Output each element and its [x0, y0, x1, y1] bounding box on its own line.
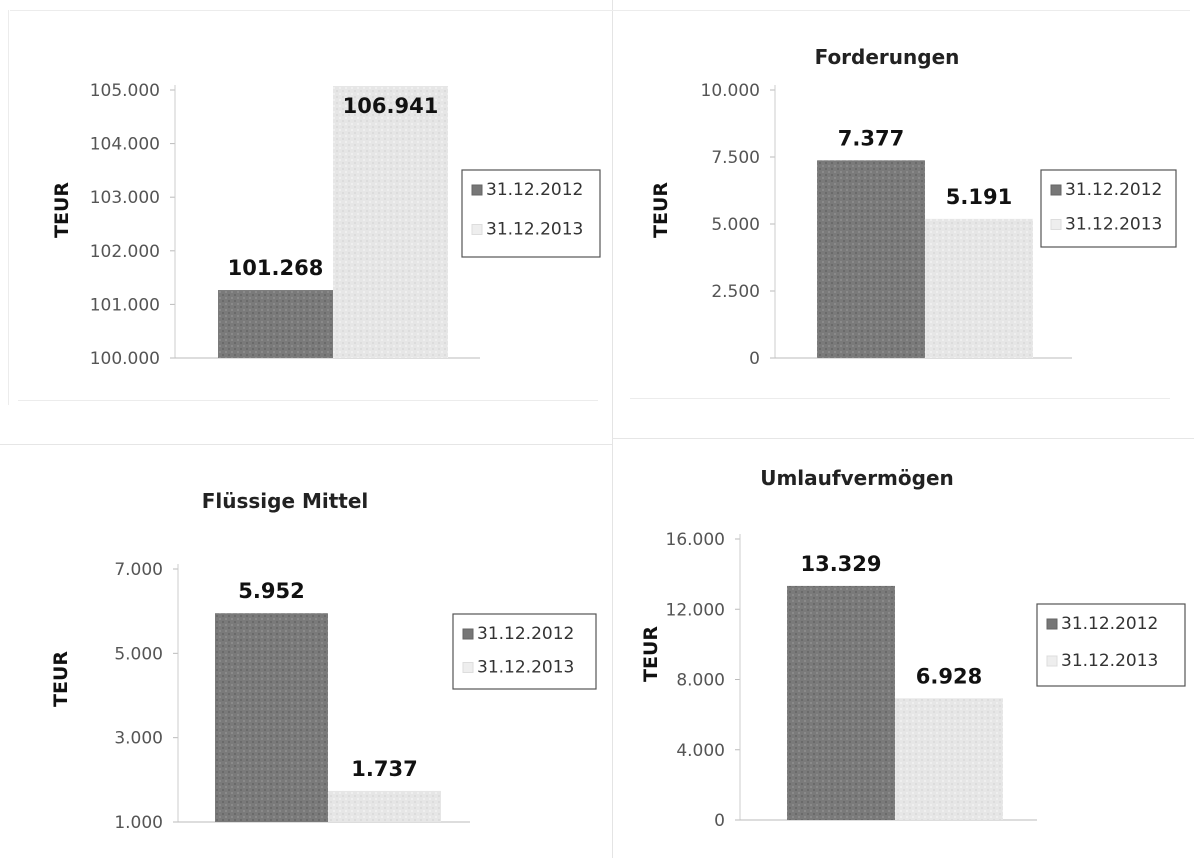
bar-31-12-2012 — [817, 160, 925, 358]
legend-swatch — [471, 224, 483, 235]
y-tick-label: 0 — [749, 349, 760, 369]
y-tick-label: 101.000 — [90, 295, 160, 315]
data-label: 13.329 — [800, 552, 881, 576]
panel-separator-horizontal-left — [0, 444, 612, 445]
y-tick-label: 0 — [714, 811, 725, 831]
legend-label: 31.12.2012 — [1065, 180, 1162, 200]
y-tick-label: 16.000 — [666, 530, 725, 550]
y-tick-label: 8.000 — [676, 671, 725, 691]
chart-title: Flüssige Mittel — [202, 489, 369, 513]
bar-31-12-2012 — [215, 613, 328, 822]
legend-label: 31.12.2013 — [477, 658, 574, 678]
bar-31-12-2013 — [895, 698, 1003, 820]
legend-box — [461, 169, 601, 258]
legend-box — [452, 613, 597, 690]
y-tick-label: 102.000 — [90, 242, 160, 262]
chart-panel-bottom-left: Flüssige Mittel TEUR 1.000 3.000 5.000 7.000 5… — [0, 429, 597, 858]
legend-swatch — [471, 184, 483, 196]
frame-edge-mid-right — [630, 398, 1170, 399]
y-tick-label: 104.000 — [90, 135, 160, 155]
y-axis-label: TEUR — [640, 626, 662, 682]
frame-edge-mid-left — [18, 400, 598, 401]
legend-swatch — [1050, 184, 1062, 196]
data-label: 1.737 — [351, 757, 417, 781]
legend-label: 31.12.2013 — [486, 220, 583, 240]
y-tick-label: 10.000 — [701, 81, 760, 101]
bar-31-12-2013 — [333, 86, 448, 358]
y-tick-label: 5.000 — [711, 215, 760, 235]
chart-title: Umlaufvermögen — [760, 466, 954, 490]
legend-swatch — [462, 662, 474, 673]
bar-31-12-2013 — [328, 790, 441, 822]
bar-31-12-2012 — [218, 290, 333, 358]
data-label: 106.941 — [343, 94, 439, 118]
bar-chart-umlaufvermoegen: Umlaufvermögen TEUR 0 4.000 8.000 12.000 16.00… — [640, 466, 1186, 831]
frame-edge-left — [8, 10, 9, 405]
bar-31-12-2012 — [787, 585, 895, 820]
legend-box — [1040, 169, 1177, 248]
y-tick-label: 1.000 — [114, 813, 163, 833]
data-label: 5.952 — [238, 579, 304, 603]
y-axis-label: TEUR — [51, 182, 73, 238]
legend-swatch — [1046, 618, 1058, 630]
y-tick-label: 4.000 — [676, 741, 725, 761]
y-axis-label: TEUR — [650, 182, 672, 238]
bar-chart-forderungen: Forderungen TEUR 0 2.500 5.000 7.500 10.000 7.3… — [650, 45, 1177, 369]
bar-31-12-2013 — [925, 218, 1033, 358]
legend-label: 31.12.2013 — [1065, 215, 1162, 235]
chart-panel-top-left: TEUR 100.000 101.000 102.000 103.000 104.000 1… — [0, 0, 601, 429]
legend-swatch — [462, 628, 474, 640]
chart-panel-bottom-right: Umlaufvermögen TEUR 0 4.000 8.000 12.000 16.00… — [597, 429, 1194, 858]
data-label: 5.191 — [946, 185, 1012, 209]
y-tick-label: 2.500 — [711, 282, 760, 302]
y-tick-label: 7.000 — [114, 560, 163, 580]
legend-label: 31.12.2013 — [1061, 651, 1158, 671]
legend-box — [1036, 603, 1186, 687]
y-tick-label: 3.000 — [114, 729, 163, 749]
panel-separator-horizontal-right — [612, 438, 1194, 439]
data-label: 6.928 — [916, 664, 982, 688]
chart-panel-top-right: Forderungen TEUR 0 2.500 5.000 7.500 10.000 7.3… — [597, 0, 1194, 429]
chart-title: Forderungen — [815, 45, 960, 69]
legend-label: 31.12.2012 — [1061, 614, 1158, 634]
y-tick-label: 100.000 — [90, 349, 160, 369]
y-tick-label: 12.000 — [666, 600, 725, 620]
y-tick-label: 7.500 — [711, 148, 760, 168]
y-tick-label: 5.000 — [114, 644, 163, 664]
legend-swatch — [1046, 655, 1058, 667]
bar-chart-1: TEUR 100.000 101.000 102.000 103.000 104.000 1… — [51, 81, 601, 369]
y-tick-label: 103.000 — [90, 188, 160, 208]
legend-label: 31.12.2012 — [486, 180, 583, 200]
legend-swatch — [1050, 219, 1062, 230]
legend-label: 31.12.2012 — [477, 624, 574, 644]
y-axis-label: TEUR — [50, 651, 72, 707]
panel-separator-vertical — [612, 0, 613, 858]
frame-edge-top — [10, 10, 1190, 11]
data-label: 7.377 — [838, 126, 904, 150]
bar-chart-fluessige-mittel: Flüssige Mittel TEUR 1.000 3.000 5.000 7.000 5… — [50, 489, 597, 833]
y-tick-label: 105.000 — [90, 81, 160, 101]
data-label: 101.268 — [228, 256, 324, 280]
